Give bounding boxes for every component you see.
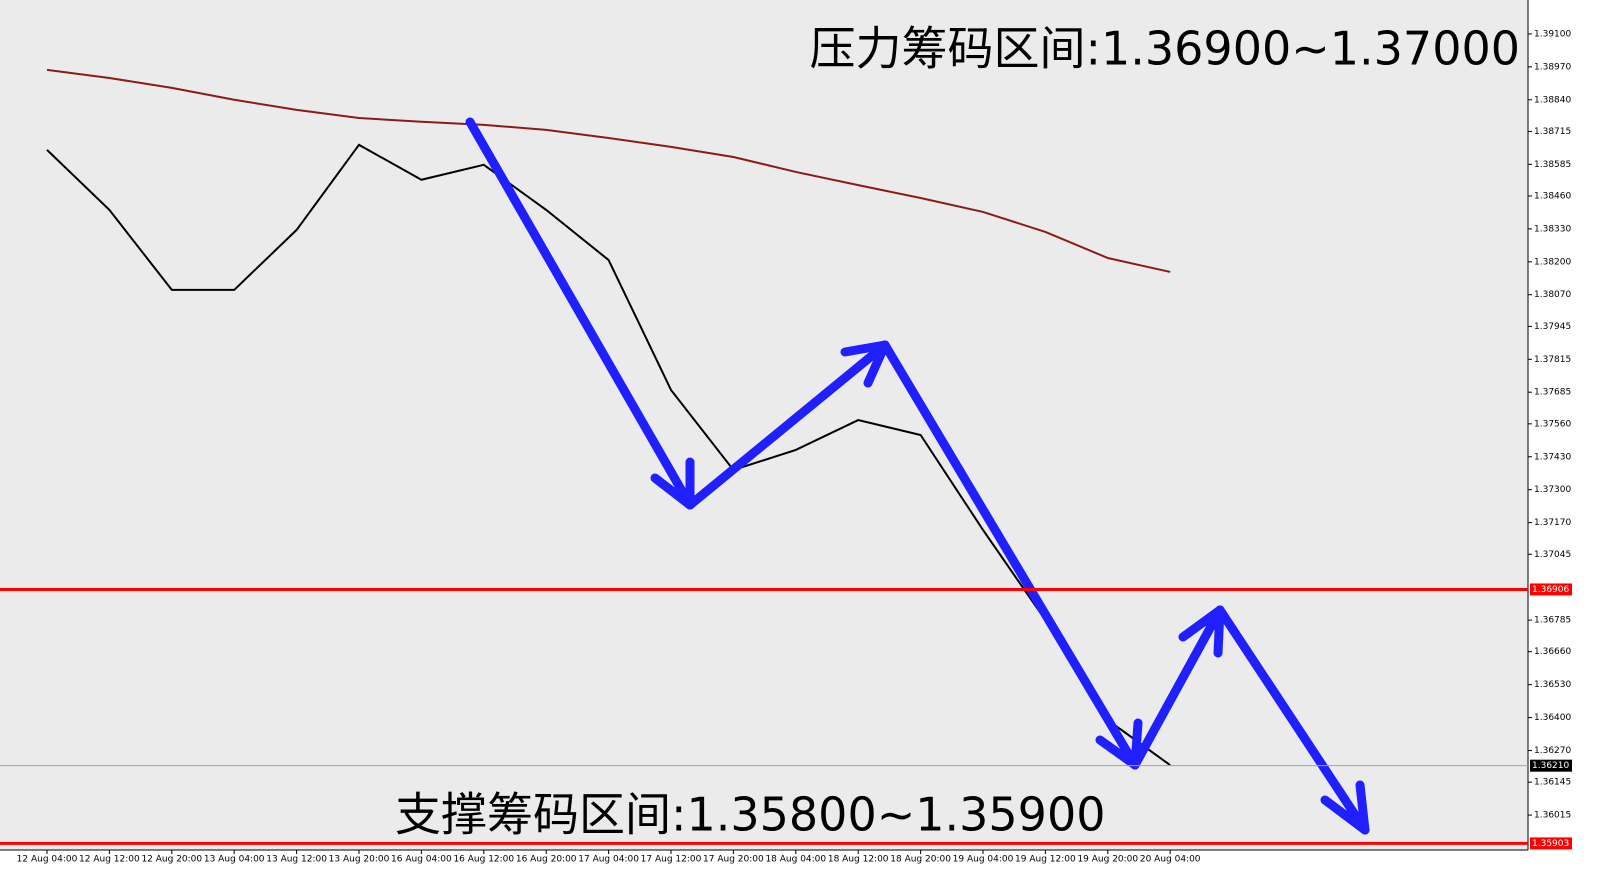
level-label: 1.36906 <box>1532 585 1569 595</box>
arrow <box>465 117 695 510</box>
y-tick-label: 1.38460 <box>1534 191 1571 201</box>
y-tick-label: 1.38840 <box>1534 95 1571 105</box>
y-tick-label: 1.38970 <box>1534 62 1571 72</box>
annotation: 压力筹码区间:1.36900~1.37000 <box>810 22 1520 76</box>
y-tick-label: 1.36785 <box>1534 616 1571 626</box>
y-tick-label: 1.36660 <box>1534 647 1571 657</box>
x-tick-label: 13 Aug 20:00 <box>329 855 390 865</box>
y-tick-label: 1.38200 <box>1534 257 1571 267</box>
y-tick-label: 1.37815 <box>1534 355 1571 365</box>
price-line <box>46 143 1171 766</box>
x-tick-label: 17 Aug 20:00 <box>703 855 764 865</box>
x-tick-label: 17 Aug 12:00 <box>641 855 702 865</box>
x-tick-label: 16 Aug 12:00 <box>453 855 514 865</box>
x-tick-label: 16 Aug 04:00 <box>391 855 452 865</box>
y-tick-label: 1.37430 <box>1534 452 1571 462</box>
x-tick-label: 17 Aug 04:00 <box>578 855 639 865</box>
x-tick-label: 19 Aug 04:00 <box>953 855 1014 865</box>
y-tick-label: 1.36270 <box>1534 746 1571 756</box>
x-tick-label: 19 Aug 20:00 <box>1077 855 1138 865</box>
y-tick-label: 1.36400 <box>1534 713 1571 723</box>
y-tick-label: 1.36015 <box>1534 811 1571 821</box>
y-tick-label: 1.37300 <box>1534 485 1571 495</box>
arrow <box>685 340 890 510</box>
y-tick-label: 1.36145 <box>1534 778 1571 788</box>
y-tick-label: 1.38330 <box>1534 224 1571 234</box>
x-tick-label: 13 Aug 04:00 <box>204 855 265 865</box>
level-label-box <box>1530 759 1572 772</box>
price-line <box>46 68 1171 273</box>
level-label-box <box>1530 837 1572 850</box>
y-tick-label: 1.39100 <box>1534 29 1571 39</box>
x-tick-label: 13 Aug 12:00 <box>266 855 327 865</box>
series-layer <box>46 68 1171 766</box>
arrow <box>880 340 1140 770</box>
y-tick-label: 1.38715 <box>1534 127 1571 137</box>
arrow-head <box>1320 780 1370 835</box>
x-tick-label: 16 Aug 20:00 <box>516 855 577 865</box>
y-tick-label: 1.37560 <box>1534 419 1571 429</box>
x-tick-label: 19 Aug 12:00 <box>1015 855 1076 865</box>
x-tick-label: 18 Aug 20:00 <box>890 855 951 865</box>
x-tick-label: 18 Aug 12:00 <box>828 855 889 865</box>
arrow <box>1215 605 1370 835</box>
y-tick-label: 1.37170 <box>1534 518 1571 528</box>
y-tick-label: 1.36530 <box>1534 680 1571 690</box>
y-tick-label: 1.37685 <box>1534 388 1571 398</box>
level-label: 1.35903 <box>1532 839 1569 849</box>
arrow <box>1130 605 1225 770</box>
level-label-box <box>1530 583 1572 596</box>
x-tick-label: 18 Aug 04:00 <box>765 855 826 865</box>
y-tick-label: 1.38070 <box>1534 290 1571 300</box>
x-tick-label: 12 Aug 20:00 <box>141 855 202 865</box>
y-tick-label: 1.37945 <box>1534 322 1571 332</box>
y-tick-label: 1.38585 <box>1534 160 1571 170</box>
plot-area <box>0 0 1528 850</box>
y-tick-label: 1.37045 <box>1534 550 1571 560</box>
x-tick-label: 20 Aug 04:00 <box>1140 855 1201 865</box>
annotation: 支撑筹码区间:1.35800~1.35900 <box>395 788 1105 842</box>
level-label: 1.36210 <box>1532 761 1569 771</box>
x-tick-label: 12 Aug 12:00 <box>79 855 140 865</box>
arrows <box>465 117 1370 835</box>
x-tick-label: 12 Aug 04:00 <box>17 855 78 865</box>
